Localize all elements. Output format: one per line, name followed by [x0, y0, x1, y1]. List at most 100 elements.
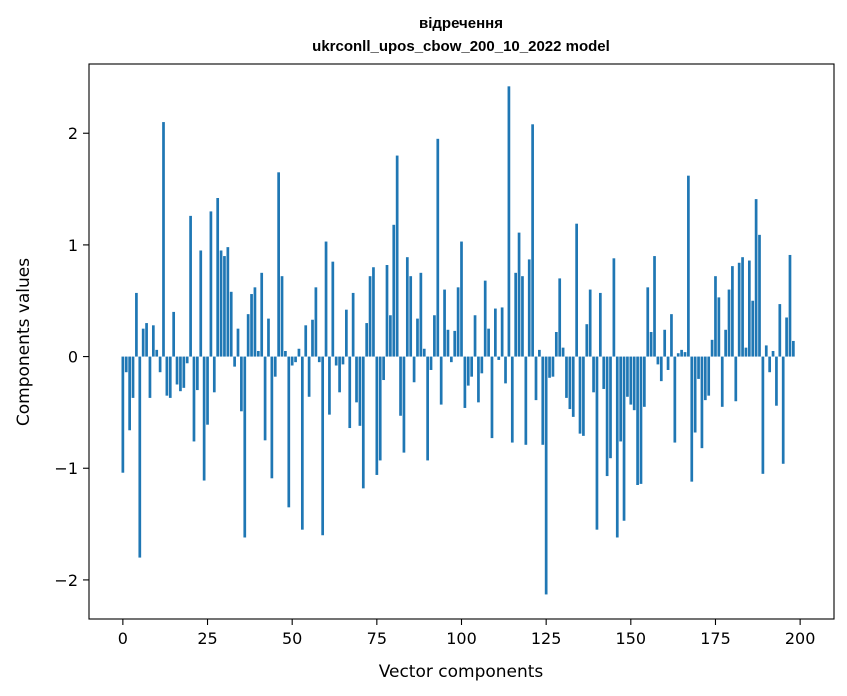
- bar-103: [470, 356, 474, 377]
- bar-63: [334, 356, 338, 366]
- bar-15: [172, 311, 176, 357]
- bar-23: [199, 250, 203, 357]
- bar-121: [531, 124, 534, 357]
- bar-17: [179, 356, 182, 392]
- bar-173: [707, 356, 711, 396]
- bar-107: [483, 280, 487, 357]
- bar-28: [216, 198, 220, 357]
- bar-40: [256, 350, 260, 357]
- y-axis-label: Components values: [14, 258, 34, 426]
- bar-183: [741, 257, 744, 357]
- bar-155: [646, 287, 650, 357]
- bar-26: [209, 211, 213, 357]
- bar-46: [277, 172, 280, 357]
- bar-168: [690, 356, 694, 482]
- x-tick-label: 0: [118, 629, 128, 648]
- bar-52: [297, 348, 301, 357]
- bar-110: [494, 308, 497, 357]
- plot-frame: [88, 63, 835, 620]
- bar-50: [290, 356, 294, 366]
- bar-37: [246, 314, 250, 357]
- bar-163: [673, 356, 677, 443]
- bar-48: [284, 350, 287, 357]
- bar-120: [527, 259, 531, 357]
- bar-16: [175, 356, 179, 385]
- bar-57: [314, 287, 318, 357]
- bar-136: [582, 356, 585, 436]
- bar-175: [714, 276, 717, 357]
- bar-139: [592, 356, 595, 393]
- bar-56: [311, 319, 314, 357]
- bar-138: [588, 289, 592, 357]
- bar-67: [348, 356, 352, 429]
- bar-34: [236, 328, 240, 357]
- bar-30: [223, 256, 226, 357]
- bar-144: [609, 356, 612, 459]
- bar-125: [544, 356, 548, 595]
- y-tick-label: 0: [68, 348, 78, 367]
- bar-62: [331, 261, 335, 357]
- bar-137: [585, 324, 589, 357]
- bar-44: [270, 356, 274, 479]
- bar-180: [731, 266, 734, 357]
- x-tick-label: 175: [700, 629, 731, 648]
- bar-66: [345, 309, 348, 357]
- bar-10: [155, 349, 159, 357]
- bar-79: [389, 315, 392, 357]
- x-tick-label: 75: [367, 629, 387, 648]
- bar-3: [131, 356, 135, 398]
- bar-197: [788, 254, 792, 357]
- bar-76: [378, 356, 382, 461]
- bar-7: [145, 323, 148, 357]
- bar-41: [260, 272, 264, 357]
- bar-188: [758, 234, 761, 357]
- bar-146: [615, 356, 619, 538]
- bar-162: [670, 314, 673, 357]
- bar-193: [775, 356, 778, 406]
- bar-187: [754, 199, 758, 357]
- bar-132: [568, 356, 572, 410]
- bar-33: [233, 356, 236, 367]
- bar-65: [341, 356, 345, 365]
- bar-185: [747, 260, 751, 357]
- bar-47: [280, 276, 284, 357]
- bar-94: [439, 356, 443, 405]
- bar-189: [761, 356, 765, 474]
- bar-159: [659, 356, 663, 382]
- bar-178: [724, 329, 727, 357]
- bar-97: [449, 356, 453, 363]
- bar-69: [355, 356, 358, 403]
- bar-184: [744, 347, 748, 357]
- bar-194: [778, 304, 782, 357]
- bar-25: [206, 356, 209, 425]
- bar-39: [253, 287, 257, 357]
- bar-74: [372, 267, 375, 357]
- y-tick-label: 2: [68, 124, 78, 143]
- bar-19: [185, 356, 189, 364]
- bar-53: [300, 356, 304, 530]
- bar-147: [619, 356, 623, 442]
- bar-149: [626, 356, 629, 397]
- bar-192: [771, 350, 775, 357]
- bar-27: [212, 356, 216, 393]
- bar-89: [422, 348, 426, 357]
- bar-91: [429, 356, 433, 370]
- bar-95: [443, 289, 446, 357]
- bar-90: [426, 356, 429, 461]
- bar-104: [473, 315, 477, 357]
- bar-157: [653, 256, 656, 357]
- bar-82: [399, 356, 402, 416]
- bar-71: [361, 356, 365, 489]
- chart-title: відречення: [419, 15, 503, 32]
- bar-160: [663, 329, 667, 357]
- bar-140: [595, 356, 599, 530]
- bar-198: [792, 340, 795, 357]
- bar-77: [382, 356, 385, 381]
- bar-177: [720, 356, 724, 407]
- bar-171: [700, 356, 704, 449]
- bar-22: [196, 356, 199, 391]
- bar-58: [317, 356, 321, 363]
- bar-8: [148, 356, 152, 398]
- bar-100: [460, 241, 463, 357]
- bar-119: [524, 356, 528, 445]
